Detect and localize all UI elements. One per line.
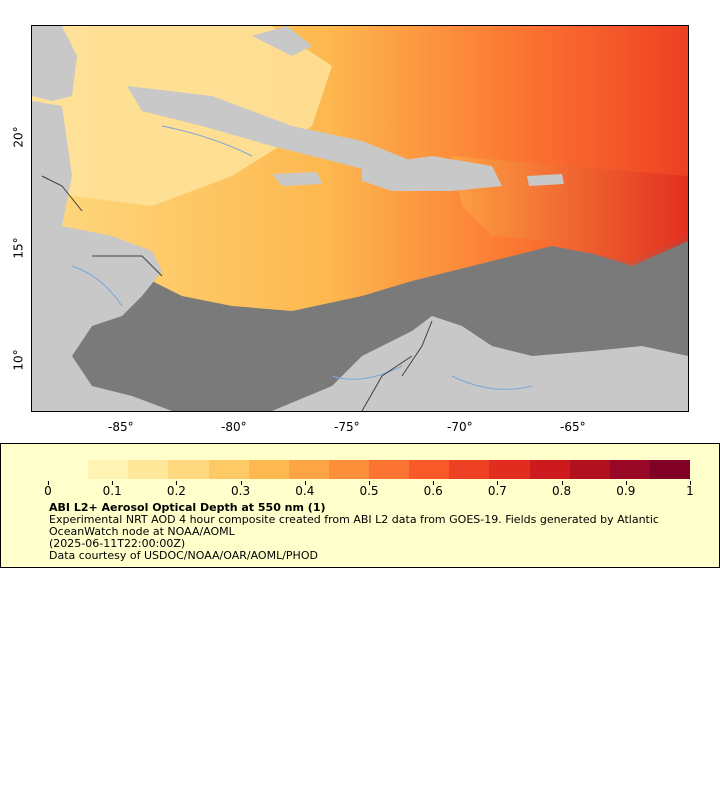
colorbar-tick-label: 0.4 bbox=[295, 484, 315, 498]
colorbar-swatch bbox=[609, 460, 650, 479]
legend-panel: ABI L2+ Aerosol Optical Depth at 550 nm … bbox=[0, 443, 720, 568]
colorbar-swatch bbox=[128, 460, 169, 479]
lon-tick-label: -70° bbox=[447, 420, 473, 434]
colorbar-tick-label: 0.2 bbox=[166, 484, 186, 498]
aod-high-plume bbox=[452, 156, 688, 266]
legend-description: Experimental NRT AOD 4 hour composite cr… bbox=[49, 513, 659, 538]
colorbar-tick-mark bbox=[112, 481, 114, 485]
colorbar-tick-label: 0.5 bbox=[359, 484, 379, 498]
colorbar-swatch bbox=[48, 460, 89, 479]
colorbar-swatch bbox=[88, 460, 129, 479]
colorbar-tick-label: 0.3 bbox=[231, 484, 251, 498]
colorbar-swatch bbox=[449, 460, 490, 479]
river-lines bbox=[71, 125, 533, 390]
legend-title: ABI L2+ Aerosol Optical Depth at 550 nm … bbox=[49, 501, 326, 514]
colorbar-tick-mark bbox=[433, 481, 435, 485]
aod-map-image bbox=[32, 26, 688, 411]
colorbar bbox=[48, 460, 690, 479]
lon-tick-label: -65° bbox=[560, 420, 586, 434]
colorbar-swatch bbox=[369, 460, 410, 479]
colorbar-swatch bbox=[649, 460, 690, 479]
colorbar-tick-label: 0 bbox=[44, 484, 52, 498]
colorbar-swatch bbox=[489, 460, 530, 479]
colorbar-tick-mark bbox=[561, 481, 563, 485]
lat-tick-label: 15° bbox=[11, 237, 26, 259]
colorbar-tick-label: 0.9 bbox=[616, 484, 636, 498]
colorbar-swatch bbox=[328, 460, 369, 479]
colorbar-tick-mark bbox=[240, 481, 242, 485]
bahamas-land bbox=[252, 26, 312, 56]
colorbar-tick-mark bbox=[690, 481, 691, 485]
colorbar-swatch bbox=[409, 460, 450, 479]
colorbar-tick-mark bbox=[176, 481, 178, 485]
colorbar-swatch bbox=[529, 460, 570, 479]
colorbar-swatch bbox=[208, 460, 249, 479]
colorbar-tick-label: 0.6 bbox=[423, 484, 443, 498]
lon-tick-label: -85° bbox=[108, 420, 134, 434]
colorbar-swatch bbox=[288, 460, 329, 479]
lon-tick-label: -80° bbox=[221, 420, 247, 434]
legend-timestamp: (2025-06-11T22:00:00Z) bbox=[49, 537, 186, 550]
lat-tick-label: 20° bbox=[11, 126, 26, 148]
hispaniola-land bbox=[362, 156, 502, 191]
lat-tick-label: 10° bbox=[11, 349, 26, 371]
colorbar-tick-label: 1 bbox=[686, 484, 694, 498]
colorbar-tick-mark bbox=[625, 481, 627, 485]
border-lines bbox=[41, 175, 433, 411]
colorbar-tick-mark bbox=[48, 481, 49, 485]
map-panel bbox=[31, 25, 689, 412]
colorbar-tick-mark bbox=[369, 481, 370, 485]
colorbar-swatch bbox=[168, 460, 209, 479]
colorbar-tick-mark bbox=[304, 481, 306, 485]
florida-land bbox=[32, 26, 77, 101]
legend-credit: Data courtesy of USDOC/NOAA/OAR/AOML/PHO… bbox=[49, 549, 318, 562]
colorbar-tick-label: 0.1 bbox=[102, 484, 122, 498]
lon-tick-label: -75° bbox=[334, 420, 360, 434]
colorbar-tick-mark bbox=[497, 481, 499, 485]
colorbar-tick-label: 0.7 bbox=[487, 484, 507, 498]
colorbar-tick-label: 0.8 bbox=[552, 484, 572, 498]
puerto-rico-land bbox=[527, 174, 564, 186]
colorbar-swatch bbox=[569, 460, 610, 479]
colorbar-swatch bbox=[248, 460, 289, 479]
cuba-land bbox=[127, 86, 427, 176]
jamaica-land bbox=[272, 172, 322, 186]
